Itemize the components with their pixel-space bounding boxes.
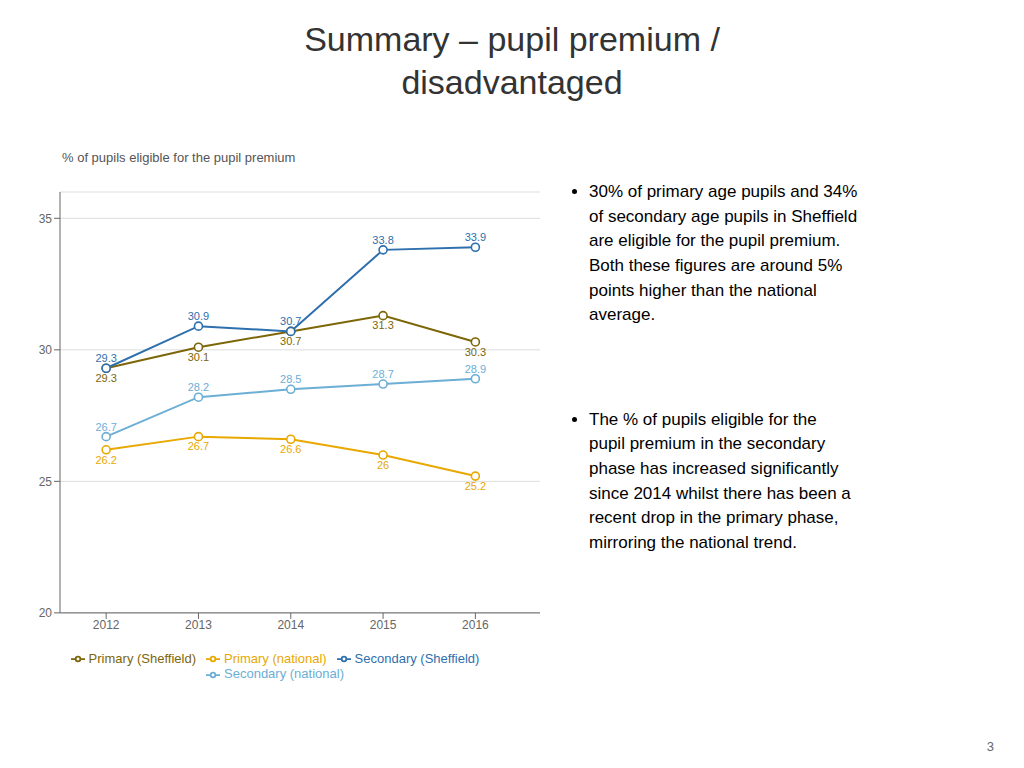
svg-text:2013: 2013 [185,618,212,632]
svg-text:25.2: 25.2 [465,480,486,492]
svg-text:20: 20 [39,606,53,620]
svg-text:28.5: 28.5 [280,373,301,385]
html-text:30% of primary age pupils and: 30% of primary age pupils and 34% of sec… [589,182,858,325]
html-text:Primary (national): Primary (national) [224,650,327,666]
svg-text:28.9: 28.9 [465,363,486,375]
html-text:% of pupils eligible for the p: % of pupils eligible for the pupil premi… [62,150,296,165]
svg-text:33.9: 33.9 [465,231,486,243]
svg-text:33.8: 33.8 [372,234,393,246]
svg-text:25: 25 [39,475,53,489]
svg-text:2016: 2016 [462,618,489,632]
svg-text:26.6: 26.6 [280,443,301,455]
svg-text:26.7: 26.7 [95,421,116,433]
svg-text:29.3: 29.3 [95,352,116,364]
svg-text:26.7: 26.7 [188,440,209,452]
svg-text:30.7: 30.7 [280,315,301,327]
html-text:3: 3 [986,739,994,754]
svg-text:29.3: 29.3 [95,372,116,384]
svg-text:28.2: 28.2 [188,381,209,393]
html-text:Primary (Sheffield): Primary (Sheffield) [88,650,196,666]
svg-text:2014: 2014 [277,618,304,632]
svg-text:30.9: 30.9 [188,310,209,322]
svg-text:26: 26 [377,459,389,471]
svg-text:30: 30 [39,343,53,357]
html-text:The % of pupils eligible for t: The % of pupils eligible for the pupil p… [589,409,851,552]
svg-text:28.7: 28.7 [372,368,393,380]
html-text:Secondary (Sheffield): Secondary (Sheffield) [354,650,480,666]
html-text:Secondary (national): Secondary (national) [224,666,344,682]
svg-text:31.3: 31.3 [372,319,393,331]
svg-text:2012: 2012 [93,618,120,632]
svg-text:30.1: 30.1 [188,351,209,363]
svg-text:30.7: 30.7 [280,335,301,347]
svg-text:35: 35 [39,212,53,226]
svg-text:2015: 2015 [370,618,397,632]
svg-text:30.3: 30.3 [465,346,486,358]
html-text:Summary – pupil premium / disa: Summary – pupil premium / disadvantaged [304,20,720,101]
svg-text:26.2: 26.2 [95,454,116,466]
